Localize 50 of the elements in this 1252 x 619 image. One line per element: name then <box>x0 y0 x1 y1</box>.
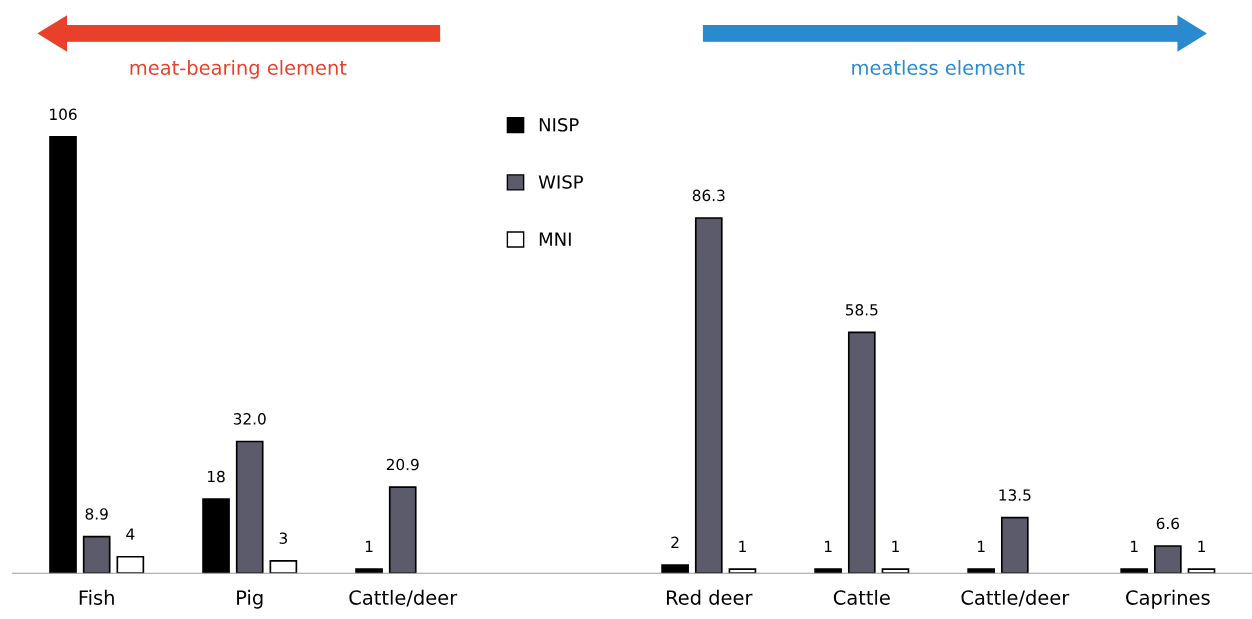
x-tick-label: Fish <box>79 589 114 605</box>
bar <box>269 560 298 574</box>
data-label: 2 <box>671 536 679 548</box>
data-label: 3 <box>279 532 287 544</box>
bar <box>202 498 230 574</box>
x-tick-label: Caprines <box>1126 589 1210 609</box>
bar <box>49 136 77 574</box>
data-label: 1 <box>824 540 832 553</box>
data-label: 13.5 <box>999 489 1031 501</box>
bar <box>235 440 264 574</box>
x-tick-label: Red deer <box>666 589 753 605</box>
legend-label: MNI <box>539 232 571 246</box>
data-label: 1 <box>1130 540 1138 553</box>
bar <box>355 568 383 574</box>
text: meat-bearing element <box>130 59 347 79</box>
bar <box>116 555 145 574</box>
bar <box>728 568 757 574</box>
x-tick-label: Cattle/deer <box>349 589 458 607</box>
data-label: 86.3 <box>692 189 725 202</box>
data-label: 1 <box>739 540 746 553</box>
data-label: 8.9 <box>85 508 108 520</box>
data-label: 18 <box>208 470 225 483</box>
x-tick-label: Pig <box>237 589 263 609</box>
legend-label: NISP <box>539 117 579 132</box>
bar <box>814 568 842 574</box>
bar <box>1153 545 1182 574</box>
bar <box>847 331 876 574</box>
data-label: 106 <box>50 108 77 121</box>
data-label: 1 <box>892 540 899 553</box>
bar <box>1120 568 1149 574</box>
bar <box>694 217 723 574</box>
text: meatless element <box>852 59 1025 75</box>
data-label: 1 <box>365 540 373 553</box>
bar <box>1000 516 1029 574</box>
bar <box>82 535 111 574</box>
data-label: 1 <box>977 540 985 553</box>
bar <box>881 568 910 574</box>
bar <box>1187 568 1216 574</box>
legend-label: WISP <box>538 175 583 189</box>
bar <box>967 568 995 574</box>
bar <box>388 486 417 574</box>
bar <box>661 564 689 574</box>
x-tick-label: Cattle <box>833 589 890 605</box>
data-label: 6.6 <box>1156 517 1180 530</box>
x-tick-label: Cattle/deer <box>961 589 1070 607</box>
data-label: 32.0 <box>233 413 266 425</box>
data-label: 4 <box>126 528 135 540</box>
data-label: 58.5 <box>845 304 878 316</box>
data-label: 20.9 <box>386 458 419 471</box>
data-label: 1 <box>1198 540 1205 553</box>
